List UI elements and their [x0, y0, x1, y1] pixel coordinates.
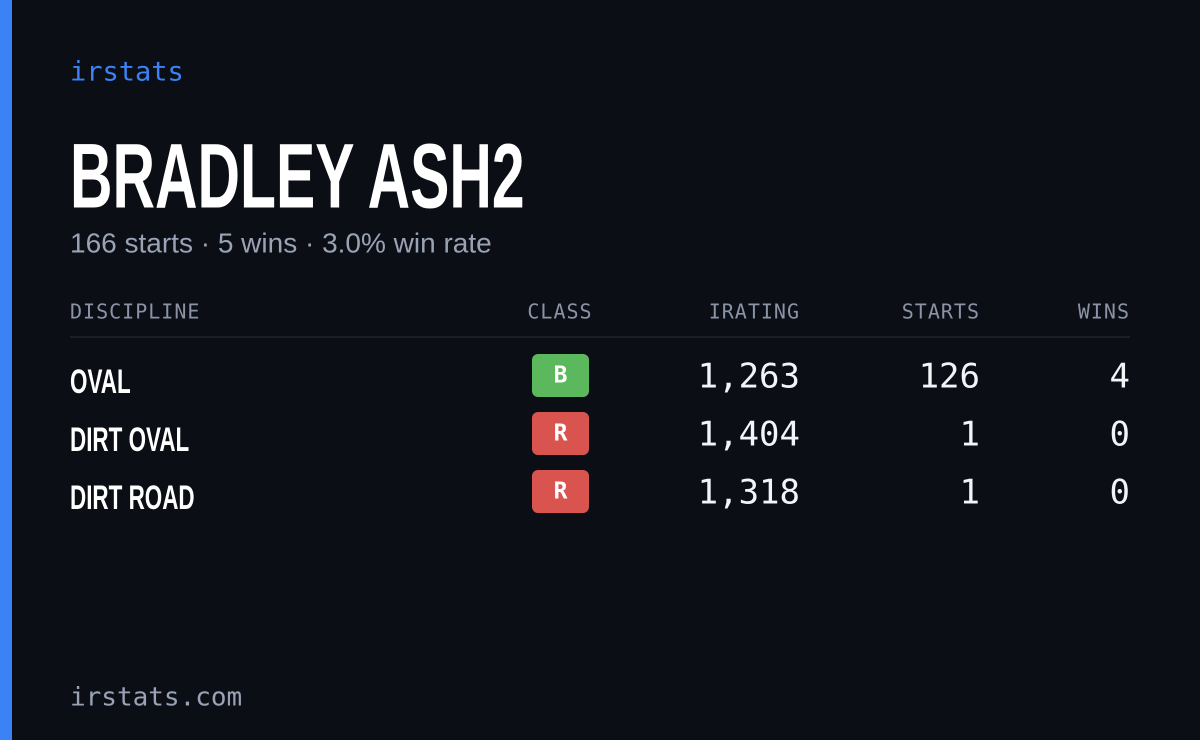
discipline: DIRT ROAD	[70, 479, 195, 517]
wins: 4	[1110, 357, 1130, 397]
class-letter: R	[554, 479, 568, 505]
discipline: OVAL	[70, 363, 131, 401]
discipline-group: DIRT ROAD	[70, 479, 195, 517]
discipline-group: OVAL	[70, 363, 131, 401]
name-group: BRADLEY ASH2	[70, 125, 525, 227]
starts: 1	[960, 473, 980, 513]
footer: irstats.com	[70, 683, 242, 713]
irating: 1,263	[698, 357, 800, 397]
brand: irstats	[70, 57, 184, 88]
column-header: DISCIPLINE	[70, 300, 200, 324]
starts: 1	[960, 415, 980, 455]
column-header: STARTS	[902, 300, 980, 324]
starts: 126	[919, 357, 980, 397]
irating: 1,318	[698, 473, 800, 513]
class-badge	[532, 412, 589, 455]
discipline-group: DIRT OVAL	[70, 421, 189, 459]
irating: 1,404	[698, 415, 800, 455]
discipline: DIRT OVAL	[70, 421, 189, 459]
class-badge	[532, 354, 589, 397]
column-header: WINS	[1078, 300, 1130, 324]
player-name: BRADLEY ASH2	[70, 125, 525, 227]
column-header: CLASS	[527, 300, 592, 324]
wins: 0	[1110, 415, 1130, 455]
subtitle: 166 starts · 5 wins · 3.0% win rate	[70, 227, 492, 258]
wins: 0	[1110, 473, 1130, 513]
column-header: IRATING	[709, 300, 800, 324]
class-letter: R	[554, 421, 568, 447]
class-badge	[532, 470, 589, 513]
class-letter: B	[554, 363, 568, 389]
accent-bar	[0, 0, 12, 740]
